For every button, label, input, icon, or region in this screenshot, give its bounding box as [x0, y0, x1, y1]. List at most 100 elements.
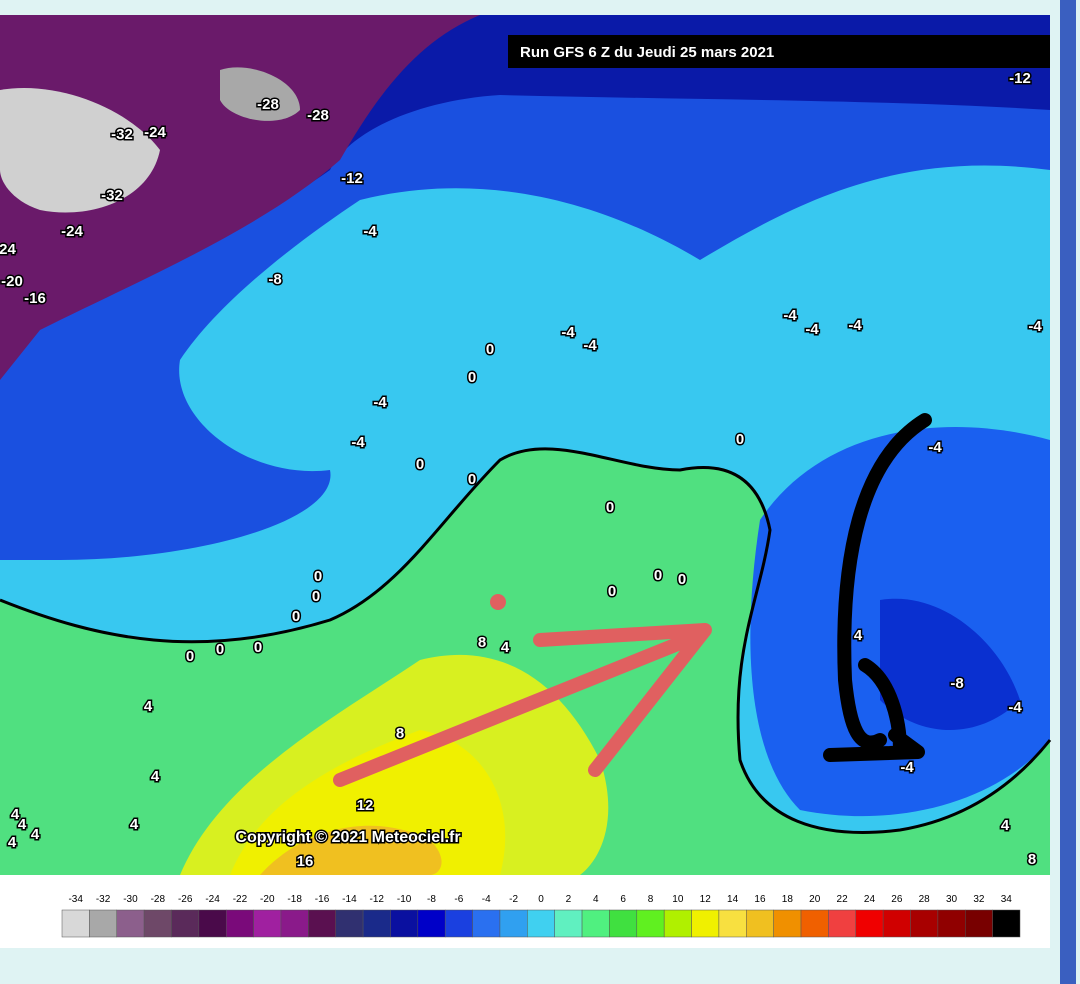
contour-label: 0	[468, 369, 476, 386]
contour-label: 4	[144, 698, 153, 715]
contour-label: 4	[8, 834, 17, 851]
legend-label: -22	[233, 894, 248, 905]
legend-swatch	[89, 909, 117, 938]
contour-label: -8	[950, 675, 963, 692]
legend-swatch	[554, 909, 583, 938]
contour-label: -28	[257, 96, 279, 113]
legend-swatch	[937, 909, 966, 938]
legend-label: 6	[620, 894, 626, 905]
legend-swatch	[472, 909, 501, 938]
legend-swatch	[718, 909, 747, 938]
contour-label: -28	[307, 107, 329, 124]
legend-label: -10	[397, 894, 412, 905]
legend-swatch	[280, 909, 309, 938]
black-arrow	[823, 413, 932, 762]
contour-label: 0	[468, 471, 476, 488]
legend-swatch	[171, 909, 200, 938]
legend-swatch	[910, 909, 939, 938]
contour-label: 0	[314, 568, 322, 585]
legend-label: -18	[287, 894, 302, 905]
legend-swatch	[527, 909, 555, 938]
scroll-bar	[1060, 0, 1076, 984]
contour-label: -4	[848, 317, 862, 334]
title: Run GFS 6 Z du Jeudi 25 mars 2021	[520, 44, 774, 61]
legend-swatch	[362, 909, 391, 938]
legend-swatch	[965, 909, 993, 938]
contour-label: -4	[373, 394, 387, 411]
legend-label: -24	[205, 894, 220, 905]
contour-label: -24	[61, 223, 83, 240]
legend-swatch	[253, 909, 282, 938]
contour-label: 0	[186, 648, 194, 665]
contour-label: -32	[111, 126, 133, 143]
contour-label: 0	[736, 431, 744, 448]
contour-label: -24	[0, 241, 16, 258]
legend-label: 34	[1001, 894, 1013, 905]
legend-swatch	[855, 909, 884, 938]
legend-swatch	[882, 909, 911, 938]
contour-label: 0	[292, 608, 300, 625]
contour-label: 0	[654, 567, 662, 584]
legend-swatch	[609, 909, 638, 938]
legend-label: 26	[891, 894, 903, 905]
legend-swatch	[636, 909, 665, 938]
legend-label: -6	[454, 894, 463, 905]
legend-label: 14	[727, 894, 739, 905]
contour-label: 0	[216, 641, 224, 658]
legend-label: -16	[315, 894, 330, 905]
legend-label: -12	[370, 894, 385, 905]
contour-label: -4	[351, 434, 365, 451]
legend-swatch	[828, 909, 857, 938]
legend-swatch	[663, 909, 692, 938]
legend-label: 2	[566, 894, 572, 905]
contour-label: -4	[363, 223, 377, 240]
contour-label: -4	[583, 337, 597, 354]
legend-swatch	[581, 909, 610, 938]
legend-label: -8	[427, 894, 436, 905]
contour-label: -4	[928, 439, 942, 456]
legend-label: 10	[672, 894, 684, 905]
legend-label: -4	[482, 894, 491, 905]
legend-swatch	[61, 909, 90, 938]
contour-label: 0	[608, 583, 616, 600]
contour-label: 0	[416, 456, 424, 473]
contour-label: 12	[357, 797, 374, 814]
contour-label: 4	[31, 826, 40, 843]
contour-label: 0	[678, 571, 686, 588]
legend-label: -30	[123, 894, 138, 905]
legend-label: 22	[837, 894, 849, 905]
contour-label: 16	[297, 853, 314, 870]
red-arrow	[333, 623, 712, 787]
legend-swatch	[390, 909, 419, 938]
contour-label: -4	[561, 324, 575, 341]
contour-label: 4	[1001, 817, 1010, 834]
contour-label: -4	[1008, 699, 1022, 716]
legend-label: -28	[151, 894, 166, 905]
legend-swatch	[225, 909, 254, 938]
legend-label: -26	[178, 894, 193, 905]
legend-label: -14	[342, 894, 357, 905]
contour-label: -4	[783, 307, 797, 324]
legend-swatch	[746, 909, 774, 938]
legend-label: 4	[593, 894, 599, 905]
contour-label: 4	[501, 639, 510, 656]
legend-swatch	[116, 909, 145, 938]
legend-label: 24	[864, 894, 876, 905]
contour-label: 0	[486, 341, 494, 358]
legend-label: 8	[648, 894, 654, 905]
contour-label: -24	[144, 124, 166, 141]
contour-label: 4	[11, 806, 20, 823]
contour-label: -8	[268, 271, 281, 288]
contour-label: -12	[1009, 70, 1031, 87]
legend-label: -20	[260, 894, 275, 905]
legend-label: -32	[96, 894, 111, 905]
legend-label: 30	[946, 894, 958, 905]
copyright: Copyright © 2021 Meteociel.fr	[235, 829, 460, 846]
legend-swatch	[800, 909, 829, 938]
legend-swatch	[417, 909, 446, 938]
contour-label: 4	[151, 768, 160, 785]
legend-swatch	[143, 909, 172, 938]
contour-label: -4	[1028, 318, 1042, 335]
contour-label: 0	[254, 639, 262, 656]
